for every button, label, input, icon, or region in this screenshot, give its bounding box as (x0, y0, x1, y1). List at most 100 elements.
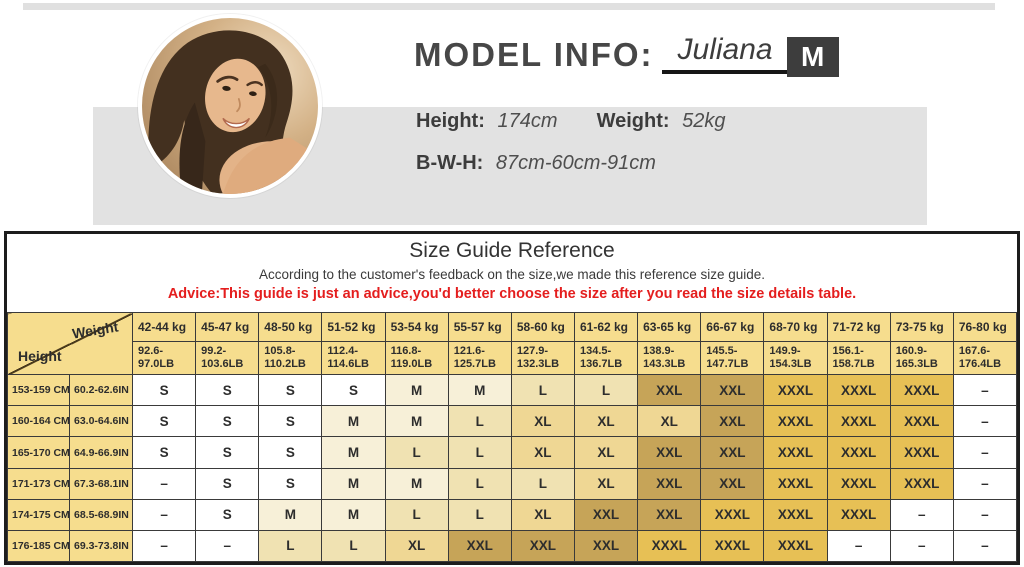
height-row: 171-173 CM 67.3-68.1IN – S S M M L L XL XXL XXL XXXL… (7, 467, 1018, 500)
size-cell: XL (510, 436, 575, 469)
size-guide-subtitle: According to the customer's feedback on … (258, 267, 766, 282)
weight-lb-header-cell: 160.9- 165.3LB (889, 341, 954, 376)
size-cell: XXXL (763, 467, 828, 500)
weight-kg-header-cell: 61-62 kg (573, 311, 639, 343)
weight-kg-header-cell: 55-57 kg (447, 311, 512, 343)
weight-lb-header-cell: 105.8- 110.2LB (258, 341, 323, 376)
size-cell: XXL (573, 529, 639, 563)
height-cm-label-cell: 171-173 CM (7, 467, 70, 500)
size-cell: XL (573, 436, 639, 469)
size-cell: L (384, 436, 449, 469)
weight-kg-header-cell: 51-52 kg (321, 311, 386, 343)
bwh-value: 87cm-60cm-91cm (495, 152, 656, 174)
height-in-label-cell: 68.5-68.9IN (69, 498, 133, 531)
corner-weight-label: Weight (70, 318, 119, 342)
height-cm-label-cell: 174-175 CM (7, 498, 70, 531)
size-cell: S (258, 374, 323, 407)
size-cell: – (131, 467, 197, 500)
size-cell: XL (573, 467, 639, 500)
weight-kg-header-cell: 73-75 kg (889, 311, 954, 343)
size-cell: XXXL (637, 529, 702, 563)
height-in-label-cell: 69.3-73.8IN (69, 529, 133, 563)
size-guide-panel: Size Guide Reference According to the cu… (4, 231, 1020, 565)
size-cell: S (131, 405, 197, 438)
size-cell: XXXL (700, 529, 765, 563)
size-cell: M (321, 436, 386, 469)
size-cell: XXL (637, 498, 702, 531)
size-cell: S (195, 498, 260, 531)
weight-lb-header-cell: 156.1- 158.7LB (826, 341, 891, 376)
size-cell: – (952, 467, 1018, 500)
weight-lb-header-cell: 134.5- 136.7LB (573, 341, 639, 376)
size-cell: XXL (700, 405, 765, 438)
bwh-row: B-W-H: 87cm-60cm-91cm (416, 152, 726, 175)
size-cell: XXXL (763, 498, 828, 531)
weight-lb-header-cell: 99.2- 103.6LB (195, 341, 260, 376)
size-cell: XXXL (889, 374, 954, 407)
size-cell: S (258, 436, 323, 469)
size-cell: XXXL (700, 498, 765, 531)
height-row: 153-159 CM 60.2-62.6IN S S S S M M L L XXL XXL XXXL X… (7, 374, 1018, 407)
height-in-label-cell: 64.9-66.9IN (69, 436, 133, 469)
weight-lb-header-cell: 121.6- 125.7LB (447, 341, 512, 376)
size-cell: XL (384, 529, 449, 563)
size-cell: L (447, 405, 512, 438)
size-cell: XXL (637, 467, 702, 500)
weight-kg-header-cell: 45-47 kg (195, 311, 260, 343)
size-cell: L (573, 374, 639, 407)
size-cell: M (447, 374, 512, 407)
size-cell: XXXL (889, 467, 954, 500)
size-cell: M (258, 498, 323, 531)
size-cell: S (195, 436, 260, 469)
size-cell: – (889, 498, 954, 531)
size-cell: XXXL (763, 436, 828, 469)
size-cell: M (321, 498, 386, 531)
size-cell: – (889, 529, 954, 563)
weight-lb-header-cell: 116.8- 119.0LB (384, 341, 449, 376)
weight-lb-header-cell: 138.9- 143.3LB (637, 341, 702, 376)
top-divider-strip (23, 3, 995, 10)
size-cell: XL (637, 405, 702, 438)
size-cell: XXXL (826, 405, 891, 438)
size-cell: XXXL (826, 374, 891, 407)
size-cell: S (131, 436, 197, 469)
size-guide-title: Size Guide Reference (409, 239, 615, 262)
height-in-label-cell: 60.2-62.6IN (69, 374, 133, 407)
height-row: 160-164 CM 63.0-64.6IN S S S M M L XL XL XL XXL XXXL… (7, 405, 1018, 438)
size-cell: XXXL (826, 467, 891, 500)
size-cell: S (195, 405, 260, 438)
size-cell: XXL (700, 374, 765, 407)
size-cell: XXXL (889, 405, 954, 438)
height-row: 174-175 CM 68.5-68.9IN – S M M L L XL XXL XXL XXXL X… (7, 498, 1018, 531)
model-stats: Height: 174cm Weight: 52kg B-W-H: 87cm-6… (416, 110, 726, 194)
size-cell: – (952, 529, 1018, 563)
size-cell: L (447, 498, 512, 531)
size-cell: XXXL (763, 374, 828, 407)
size-cell: XXL (573, 498, 639, 531)
size-cell: M (321, 467, 386, 500)
height-label: Height: (416, 110, 485, 132)
size-cell: XL (510, 405, 575, 438)
weight-kg-header-cell: 76-80 kg (952, 311, 1018, 343)
height-in-label-cell: 67.3-68.1IN (69, 467, 133, 500)
size-cell: L (510, 467, 575, 500)
size-cell: XL (510, 498, 575, 531)
height-row: 176-185 CM 69.3-73.8IN – – L L XL XXL XXL XXL XXXL… (7, 529, 1018, 563)
height-cm-label-cell: 165-170 CM (7, 436, 70, 469)
size-guide-advice: Advice:This guide is just an advice,you'… (167, 286, 857, 302)
weight-kg-header-cell: 42-44 kg (131, 311, 197, 343)
size-cell: XXXL (826, 498, 891, 531)
size-cell: XXXL (826, 436, 891, 469)
weight-kg-header-cell: 58-60 kg (510, 311, 575, 343)
size-cell: – (952, 405, 1018, 438)
size-cell: XXL (447, 529, 512, 563)
size-cell: – (131, 529, 197, 563)
bwh-label: B-W-H: (416, 152, 484, 174)
model-name: Juliana (661, 33, 787, 74)
size-cell: S (131, 374, 197, 407)
height-value: 174cm (497, 110, 558, 132)
weight-lb-header-cell: 149.9- 154.3LB (763, 341, 828, 376)
weight-kg-header-cell: 71-72 kg (826, 311, 891, 343)
model-photo (138, 14, 322, 198)
size-cell: M (384, 374, 449, 407)
